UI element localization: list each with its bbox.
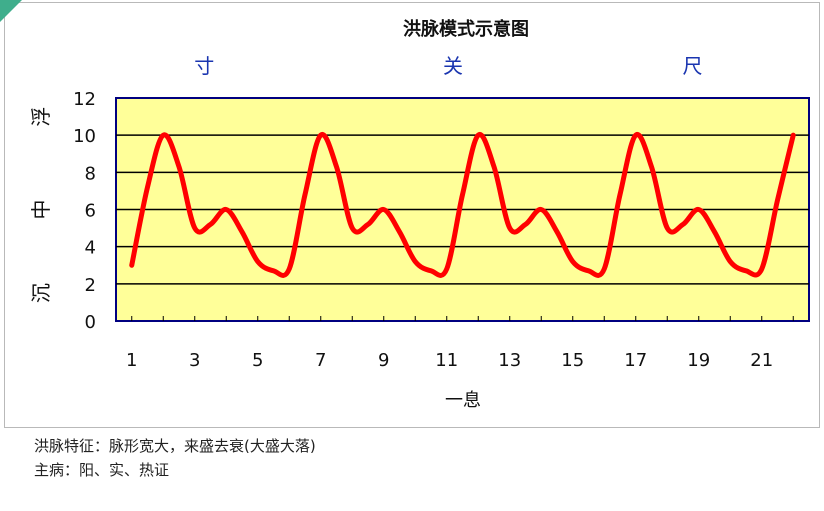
section-label: 尺: [682, 54, 702, 78]
x-tick-label: 9: [378, 350, 389, 371]
section-label: 寸: [194, 54, 214, 78]
x-tick-label: 19: [687, 350, 710, 371]
caption-features: 洪脉特征：脉形宽大，来盛去衰(大盛大落): [34, 437, 316, 455]
corner-tag: [0, 0, 22, 22]
y-tick-label: 4: [85, 238, 96, 259]
y-tick-label: 2: [85, 275, 96, 296]
y-tick-label: 8: [85, 163, 96, 184]
y-axis-label-part: 浮: [29, 107, 53, 127]
x-tick-label: 11: [435, 350, 458, 371]
chart-svg: 洪脉模式示意图 寸关尺 024681012 1 3 5 7 9 11 13 15 17 19 21 …: [29, 18, 810, 411]
x-axis-label: 一息: [445, 390, 481, 411]
x-tick-label: 1: [126, 350, 137, 371]
y-axis-label-part: 沉: [29, 283, 53, 303]
chart-title: 洪脉模式示意图: [403, 18, 529, 40]
x-tick-label: 7: [315, 350, 326, 371]
x-tick-label: 17: [624, 350, 647, 371]
y-axis-label-part: 中: [29, 200, 53, 220]
caption-diseases: 主病：阳、实、热证: [34, 461, 170, 479]
x-tick-label: 13: [498, 350, 521, 371]
x-tick-label: 3: [189, 350, 200, 371]
chart-figure: 洪脉模式示意图 寸关尺 0 2 4 6 8 10 12 1 3 5 7 9 11 13 15 17 19 21 …: [4, 2, 820, 428]
x-tick-label: 5: [252, 350, 263, 371]
section-label: 关: [443, 54, 463, 78]
x-tick-label: 15: [561, 350, 584, 371]
x-tick-label: 21: [750, 350, 773, 371]
captions: 洪脉特征：脉形宽大，来盛去衰(大盛大落) 主病：阳、实、热证: [34, 434, 316, 482]
y-tick-label: 10: [73, 126, 96, 147]
y-tick-label: 12: [73, 89, 96, 110]
y-tick-label: 0: [85, 312, 96, 333]
y-tick-label: 6: [85, 201, 96, 222]
series-line: [129, 132, 796, 278]
